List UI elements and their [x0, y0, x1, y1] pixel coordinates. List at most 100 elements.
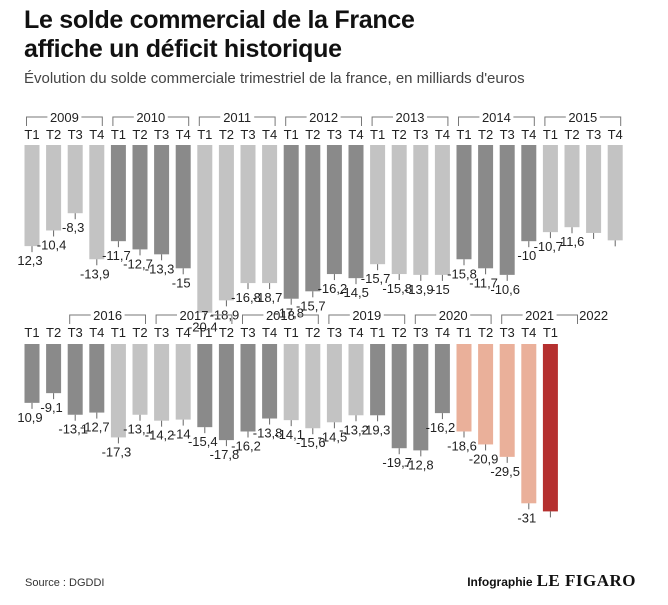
- bar: [218, 344, 234, 441]
- quarter-label: T1: [197, 127, 212, 142]
- credit: Infographie LE FIGARO: [467, 571, 636, 591]
- bar: [46, 145, 62, 231]
- data-label: -20,9: [469, 451, 499, 466]
- quarter-label: T1: [543, 325, 558, 340]
- year-label: 2014: [482, 110, 511, 125]
- quarter-label: T4: [176, 325, 191, 340]
- data-label: -17,8: [210, 447, 240, 462]
- bar: [456, 145, 472, 260]
- bar: [89, 344, 105, 413]
- data-label: -15,8: [382, 281, 412, 296]
- bar: [154, 145, 170, 255]
- quarter-label: T2: [132, 127, 147, 142]
- data-label: 10,9: [17, 410, 42, 425]
- quarter-label: T4: [435, 325, 450, 340]
- quarter-label: T4: [348, 127, 363, 142]
- data-label: -16,2: [426, 420, 456, 435]
- year-bracket: [544, 116, 622, 126]
- data-label: -15: [431, 282, 450, 297]
- quarter-label: T3: [68, 325, 83, 340]
- data-label: -16,2: [318, 281, 348, 296]
- quarter-label: T4: [348, 325, 363, 340]
- quarter-label: T2: [46, 325, 61, 340]
- credit-prefix: Infographie: [467, 575, 533, 589]
- data-label: -10,7: [534, 239, 564, 254]
- bar: [283, 145, 299, 299]
- data-label: -17,3: [102, 444, 132, 459]
- quarter-label: T1: [543, 127, 558, 142]
- quarter-label: T3: [500, 127, 515, 142]
- bar: [348, 145, 364, 279]
- bar: [542, 344, 558, 512]
- bar: [197, 145, 213, 313]
- le-figaro-logo: LE FIGARO: [536, 571, 636, 590]
- year-bracket: [501, 314, 578, 324]
- year-label: 2020: [439, 308, 468, 323]
- year-label: 2018: [266, 308, 295, 323]
- data-label: -13,3: [145, 261, 175, 276]
- quarter-label: T2: [305, 127, 320, 142]
- data-label: -15,7: [296, 298, 326, 313]
- bar: [175, 344, 191, 420]
- bar: [326, 344, 342, 423]
- bar: [521, 145, 537, 242]
- chart-subtitle: Évolution du solde commerciale trimestri…: [24, 70, 525, 87]
- year-label: 2012: [309, 110, 338, 125]
- chart-title: Le solde commercial de la France affiche…: [24, 6, 415, 64]
- data-label: -10,6: [490, 282, 520, 297]
- quarter-label: T4: [176, 127, 191, 142]
- bar: [607, 145, 623, 241]
- data-label: -10: [517, 248, 536, 263]
- year-label: 2019: [352, 308, 381, 323]
- year-label: 2009: [50, 110, 79, 125]
- quarter-label: T3: [154, 127, 169, 142]
- source-note: Source : DGDDI: [25, 577, 105, 589]
- data-label: -15,6: [296, 435, 326, 450]
- quarter-label: T1: [284, 127, 299, 142]
- title-line-2: affiche un déficit historique: [24, 35, 342, 63]
- quarter-label: T1: [456, 127, 471, 142]
- bar: [132, 145, 148, 250]
- bar: [521, 344, 537, 504]
- data-label: -18,6: [447, 438, 477, 453]
- quarter-label: T3: [240, 127, 255, 142]
- bar: [262, 145, 278, 284]
- bar: [456, 344, 472, 432]
- bar: [305, 145, 321, 292]
- data-label: -8,3: [62, 220, 84, 235]
- bar: [542, 145, 558, 233]
- data-label: -18,7: [253, 290, 283, 305]
- quarter-label: T4: [435, 127, 450, 142]
- data-label: -15,4: [188, 434, 218, 449]
- year-bracket: [371, 116, 449, 126]
- data-label: -15: [172, 275, 191, 290]
- bar: [478, 344, 494, 445]
- bar: [478, 145, 494, 269]
- year-label: 2021: [525, 308, 554, 323]
- data-label: -29,5: [490, 464, 520, 479]
- year-bracket: [155, 314, 233, 324]
- quarter-label: T3: [240, 325, 255, 340]
- data-label: -19,3: [361, 422, 391, 437]
- data-label: -15,7: [361, 271, 391, 286]
- data-label: -20,4: [188, 320, 218, 335]
- year-bracket: [198, 116, 276, 126]
- quarter-label: T1: [24, 325, 39, 340]
- quarter-label: T2: [564, 127, 579, 142]
- quarter-label: T1: [456, 325, 471, 340]
- year-label: 2016: [93, 308, 122, 323]
- quarter-label: T1: [111, 325, 126, 340]
- bar: [564, 145, 580, 228]
- year-bracket: [69, 314, 146, 324]
- bar: [240, 344, 256, 432]
- bar: [197, 344, 213, 428]
- quarter-label: T2: [305, 325, 320, 340]
- quarter-label: T1: [370, 127, 385, 142]
- bar: [348, 344, 364, 416]
- quarter-label: T4: [262, 325, 277, 340]
- bar: [89, 145, 105, 260]
- quarter-label: T2: [478, 325, 493, 340]
- bar: [110, 344, 126, 438]
- quarter-label: T3: [413, 325, 428, 340]
- quarter-label: T1: [197, 325, 212, 340]
